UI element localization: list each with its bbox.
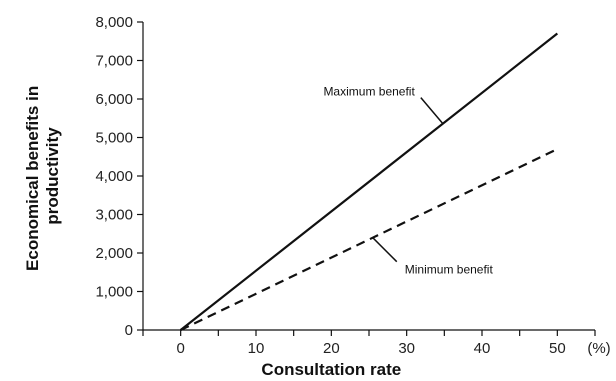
series-line-minimum-benefit <box>180 148 558 331</box>
x-tick-label: 40 <box>474 340 491 357</box>
series-lines <box>179 32 559 331</box>
y-axis-title-line-1: Economical benefits in <box>23 86 42 271</box>
y-tick-label: 5,000 <box>95 130 133 147</box>
x-axis-unit: (%) <box>587 340 610 357</box>
x-tick-label: 30 <box>398 340 415 357</box>
annotation-maximum-benefit: Maximum benefit <box>323 85 415 99</box>
x-tick-label: 10 <box>248 340 265 357</box>
y-tick-label: 2,000 <box>95 245 133 262</box>
annotation-leader <box>372 237 398 263</box>
y-tick-label: 7,000 <box>95 53 133 70</box>
y-axis-title: Economical benefits in productivity <box>23 81 62 271</box>
series-line-maximum-benefit <box>179 32 559 331</box>
y-tick-label: 1,000 <box>95 284 133 301</box>
y-tick-label: 0 <box>125 322 133 339</box>
annotation-minimum-benefit: Minimum benefit <box>405 263 494 277</box>
x-tick-label: 20 <box>323 340 340 357</box>
axes <box>142 22 595 331</box>
y-axis-title-line-2: productivity <box>43 127 62 225</box>
x-axis-title: Consultation rate <box>261 360 401 379</box>
annotation-leader <box>420 97 444 125</box>
y-tick-label: 6,000 <box>95 91 133 108</box>
annotations: Maximum benefit Minimum benefit <box>323 85 493 277</box>
y-axis-ticks: 0 1,000 2,000 3,000 4,000 5,000 6,000 7,000 8,00… <box>95 14 143 339</box>
x-tick-label: 0 <box>176 340 184 357</box>
x-tick-label: 50 <box>549 340 566 357</box>
x-axis-ticks: 0 10 20 30 40 50 <box>142 330 596 357</box>
y-tick-label: 8,000 <box>95 14 133 31</box>
y-tick-label: 3,000 <box>95 207 133 224</box>
y-tick-label: 4,000 <box>95 168 133 185</box>
